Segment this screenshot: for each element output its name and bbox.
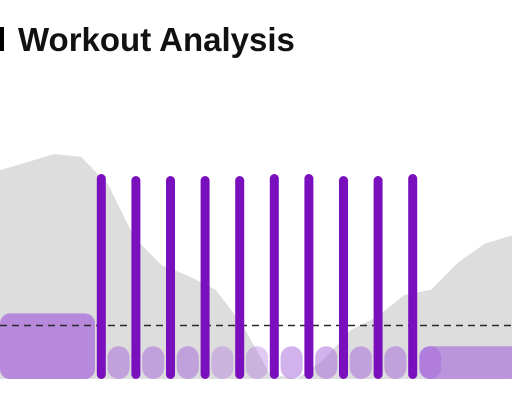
- work-interval-bar: [235, 176, 245, 379]
- recovery-interval-bar: [246, 346, 268, 379]
- workout-chart: [0, 86, 512, 412]
- page-title: Workout Analysis: [18, 21, 295, 58]
- work-interval-bar: [408, 174, 418, 379]
- page-header: Workout Analysis: [0, 0, 512, 86]
- recovery-interval-bar: [211, 346, 234, 379]
- work-interval-bar: [96, 174, 106, 379]
- work-interval-bar: [166, 176, 175, 379]
- recovery-interval-bar: [142, 346, 165, 379]
- title-accent-bar: [0, 27, 4, 51]
- recovery-interval-bar: [315, 346, 338, 379]
- work-interval-bar: [373, 176, 383, 379]
- elevation-area: [0, 154, 512, 379]
- recovery-interval-bar: [420, 346, 512, 379]
- recovery-interval-bar: [349, 346, 372, 379]
- work-interval-bar: [269, 174, 279, 379]
- work-interval-bar: [339, 176, 348, 379]
- recovery-interval-bar: [0, 313, 95, 379]
- workout-chart-svg: [0, 154, 512, 379]
- recovery-interval-bar: [384, 346, 407, 379]
- recovery-interval-bar: [176, 346, 199, 379]
- work-interval-bar: [200, 176, 210, 379]
- work-interval-bar: [304, 174, 314, 379]
- work-interval-bar: [131, 176, 141, 379]
- recovery-interval-bar: [280, 346, 303, 379]
- recovery-interval-bar: [107, 346, 130, 379]
